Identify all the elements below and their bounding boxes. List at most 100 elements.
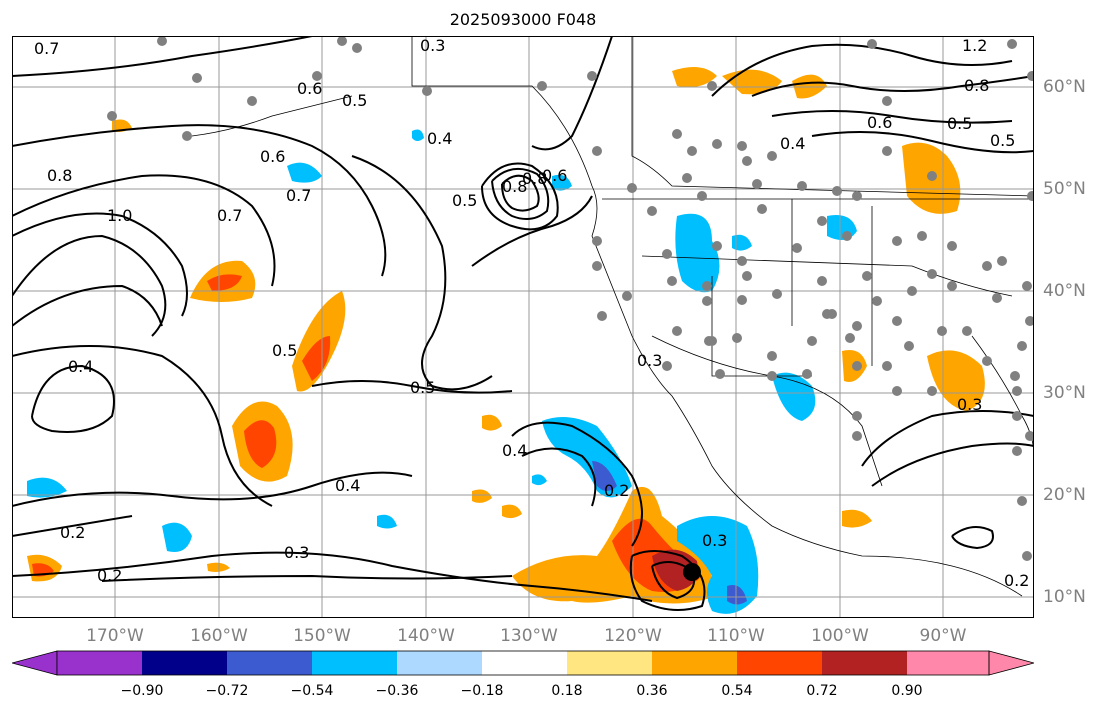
contour-label: 1.2: [962, 36, 987, 55]
station-dots: [107, 36, 1034, 561]
contour-label: 0.6: [867, 113, 892, 132]
colorbar-segment: [652, 651, 737, 675]
lon-label-110w: 110°W: [707, 626, 765, 646]
contour-label: 0.4: [780, 134, 805, 153]
lon-label-150w: 150°W: [293, 626, 351, 646]
contour-label: 0.3: [637, 351, 662, 370]
colorbar-tick: 0.54: [721, 683, 753, 699]
negative-region: [287, 162, 322, 183]
lon-label-130w: 130°W: [500, 626, 558, 646]
contour-label: 0.2: [1004, 571, 1029, 590]
filled-regions: [27, 67, 985, 614]
negative-region: [162, 522, 192, 552]
lat-label-60n: 60°N: [1043, 77, 1086, 97]
contour-label: 0.5: [410, 378, 435, 397]
contour-label: 0.5: [947, 114, 972, 133]
colorbar-segment: [142, 651, 227, 675]
contour-label: 0.2: [60, 523, 85, 542]
colorbar-tick: −0.90: [120, 683, 164, 699]
negative-region: [732, 234, 752, 251]
contour-label: 0.6: [297, 79, 322, 98]
colorbar-tick: −0.18: [460, 683, 504, 699]
negative-region: [412, 129, 424, 141]
colorbar-tick: 0.72: [806, 683, 838, 699]
contour-label: 0.7: [286, 186, 311, 205]
colorbar-extend-max: [988, 650, 1034, 676]
contour-label: 0.2: [97, 566, 122, 585]
contour-label: 1.0: [107, 206, 132, 225]
contour-label: 0.3: [702, 531, 727, 550]
positive-region: [842, 509, 872, 528]
positive-region: [672, 67, 717, 88]
positive-region-core: [207, 274, 242, 291]
positive-region: [482, 414, 502, 431]
colorbar-tick: −0.72: [205, 683, 249, 699]
graticule: [12, 36, 1034, 618]
colorbar-tick: 0.18: [551, 683, 583, 699]
colorbar-segment: [482, 651, 567, 675]
negative-region: [377, 514, 397, 529]
colorbar-tick: −0.36: [375, 683, 419, 699]
negative-region: [552, 174, 572, 191]
colorbar-segment: [907, 651, 989, 675]
colorbar-segment: [57, 651, 142, 675]
contour-label: 0.4: [427, 129, 452, 148]
lat-label-20n: 20°N: [1043, 485, 1086, 505]
colorbar-segment: [737, 651, 822, 675]
colorbar-tick: 0.90: [891, 683, 923, 699]
contour-label: 0.8: [502, 177, 527, 196]
lon-label-120w: 120°W: [604, 626, 662, 646]
positive-region: [927, 350, 985, 411]
contour-label: 0.8: [964, 76, 989, 95]
contour-label: 0.3: [284, 543, 309, 562]
contour-label: 0.7: [34, 39, 59, 58]
lat-label-40n: 40°N: [1043, 281, 1086, 301]
map-panel: 0.7 0.3 0.8 0.6 1.0 0.7 0.5 0.6 0.8 0.4 …: [12, 36, 1034, 618]
lon-label-170w: 170°W: [86, 626, 144, 646]
positive-region: [502, 504, 522, 519]
colorbar: [12, 650, 1034, 676]
lat-label-30n: 30°N: [1043, 383, 1086, 403]
positive-region-core: [244, 420, 277, 468]
contour-label: 0.7: [217, 206, 242, 225]
colorbar-segment: [567, 651, 652, 675]
contour-label: 0.8: [522, 169, 547, 188]
contour-label: 0.4: [502, 441, 527, 460]
map-title: 2025093000 F048: [449, 10, 597, 29]
lon-label-90w: 90°W: [919, 626, 967, 646]
contour-label: 0.8: [47, 166, 72, 185]
contour-label: 0.5: [990, 131, 1015, 150]
colorbar-tick: 0.36: [636, 683, 668, 699]
negative-region: [675, 213, 720, 293]
lon-label-100w: 100°W: [811, 626, 869, 646]
contour-label: 0.6: [260, 147, 285, 166]
contour-label: 0.5: [452, 191, 477, 210]
lon-label-140w: 140°W: [397, 626, 455, 646]
negative-region-core: [727, 585, 747, 605]
contour-labels: 0.7 0.3 0.8 0.6 1.0 0.7 0.5 0.6 0.8 0.4 …: [34, 36, 1029, 590]
contour-label: 0.4: [335, 476, 360, 495]
contour-label: 0.3: [957, 395, 982, 414]
colorbar-segment: [227, 651, 312, 675]
lon-label-160w: 160°W: [190, 626, 248, 646]
colorbar-segment: [822, 651, 907, 675]
contour-label: 0.4: [68, 357, 93, 376]
negative-region: [27, 477, 67, 498]
coastlines: [191, 36, 1034, 597]
colorbar-tick: −0.54: [290, 683, 334, 699]
contour-label: 0.3: [420, 36, 445, 55]
contour-label: 0.5: [342, 91, 367, 110]
positive-region-core: [302, 336, 331, 381]
contour-label: 0.5: [272, 341, 297, 360]
positive-region: [472, 489, 492, 503]
colorbar-segment: [397, 651, 482, 675]
storm-center-dot: [683, 563, 701, 581]
colorbar-segment: [312, 651, 397, 675]
negative-region: [532, 474, 547, 486]
contour-lines: [12, 36, 1034, 611]
contour-label: 0.6: [542, 166, 567, 185]
lat-label-10n: 10°N: [1043, 587, 1086, 607]
lat-label-50n: 50°N: [1043, 179, 1086, 199]
contour-label: 0.2: [604, 481, 629, 500]
negative-region-core: [592, 461, 617, 491]
